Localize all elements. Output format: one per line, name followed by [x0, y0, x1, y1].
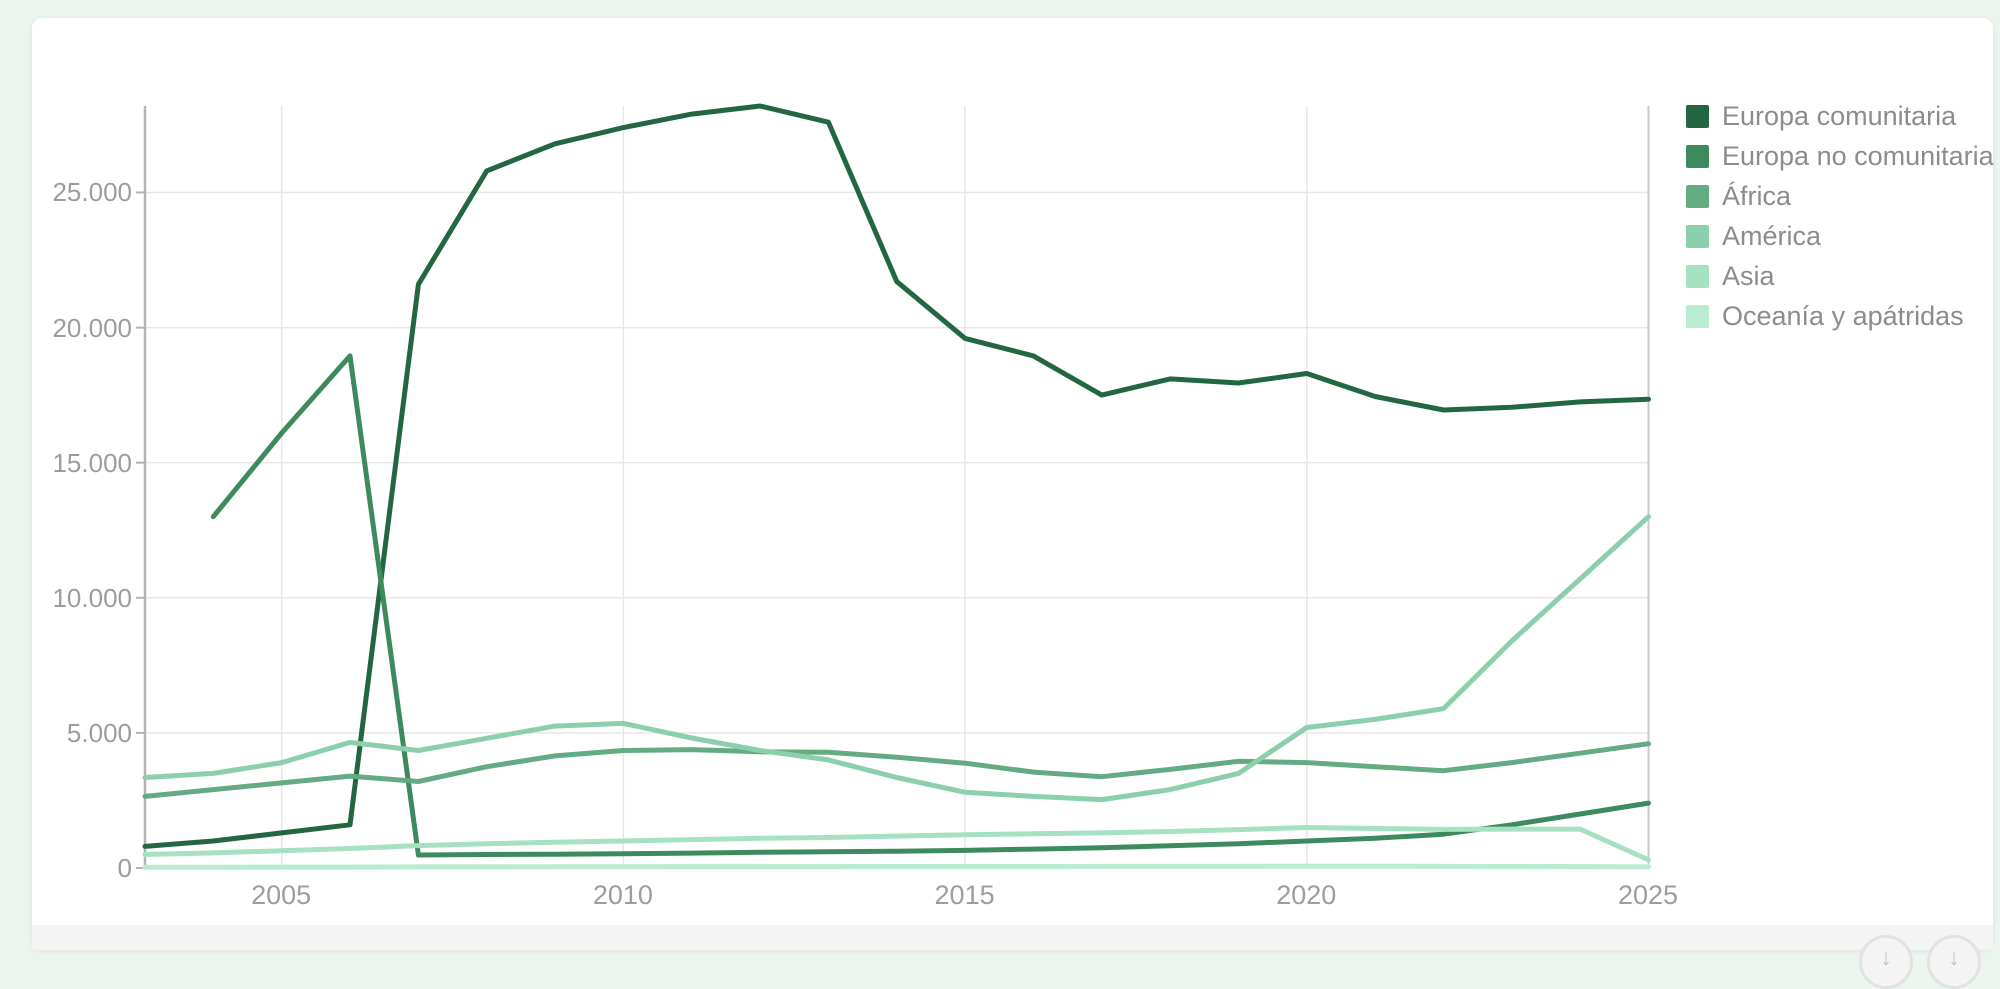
legend-swatch-icon — [1686, 265, 1709, 288]
legend-item-ocean-a-y-ap-tridas[interactable]: Oceanía y apátridas — [1686, 301, 1994, 331]
series-line-am-rica[interactable] — [142, 514, 1651, 803]
y-axis-tick-label: 10.000 — [52, 582, 132, 613]
legend-label: Europa no comunitaria — [1722, 141, 1994, 171]
arrow-down-icon: ↓ — [1880, 944, 1892, 971]
legend-swatch-icon — [1686, 185, 1709, 208]
legend-label: Oceanía y apátridas — [1722, 301, 1964, 331]
line-chart-plot-area — [135, 103, 1651, 870]
x-axis-tick-label: 2025 — [1617, 880, 1679, 910]
legend-swatch-icon — [1686, 305, 1709, 328]
x-axis-tick-label: 2010 — [592, 880, 653, 910]
page-background: 0 5.000 10.000 15.000 20.000 25.000 2005 2010 2… — [32, 18, 1994, 989]
chart-legend: Europa comunitaria Europa no comunitaria Á… — [1686, 101, 1994, 345]
x-axis-tick-label: 2015 — [934, 880, 995, 910]
x-axis-tick-label: 2005 — [251, 880, 312, 910]
legend-item-europa-no-comunitaria[interactable]: Europa no comunitaria — [1686, 141, 1994, 171]
card-footer-strip — [32, 925, 1993, 950]
legend-item-am-rica[interactable]: América — [1686, 221, 1994, 251]
legend-swatch-icon — [1686, 105, 1709, 128]
y-axis-tick-label: 15.000 — [52, 447, 132, 478]
series-line-europa-no-comunitaria[interactable] — [210, 353, 1651, 858]
series-line--frica[interactable] — [142, 741, 1651, 799]
footer-button-download[interactable]: ↓ — [1859, 935, 1913, 989]
legend-item-europa-comunitaria[interactable]: Europa comunitaria — [1686, 101, 1994, 131]
series-line-ocean-a-y-ap-tridas[interactable] — [142, 863, 1651, 870]
legend-swatch-icon — [1686, 145, 1709, 168]
legend-item-asia[interactable]: Asia — [1686, 261, 1994, 291]
y-axis-tick-label: 25.000 — [52, 177, 132, 208]
arrow-down-icon: ↓ — [1948, 944, 1960, 971]
legend-swatch-icon — [1686, 225, 1709, 248]
x-axis-tick-label: 2020 — [1276, 880, 1337, 910]
y-axis-tick-label: 5.000 — [66, 717, 132, 748]
footer-button-secondary[interactable]: ↓ — [1927, 935, 1981, 989]
series-line-europa-comunitaria[interactable] — [142, 103, 1651, 849]
legend-label: Europa comunitaria — [1722, 101, 1957, 131]
legend-label: América — [1722, 221, 1822, 251]
series-line-asia[interactable] — [142, 825, 1651, 863]
y-axis-tick-label: 20.000 — [52, 312, 132, 343]
legend-label: Asia — [1722, 261, 1775, 291]
legend-item--frica[interactable]: África — [1686, 181, 1994, 211]
y-axis-tick-label: 0 — [117, 853, 132, 883]
legend-label: África — [1722, 181, 1792, 211]
